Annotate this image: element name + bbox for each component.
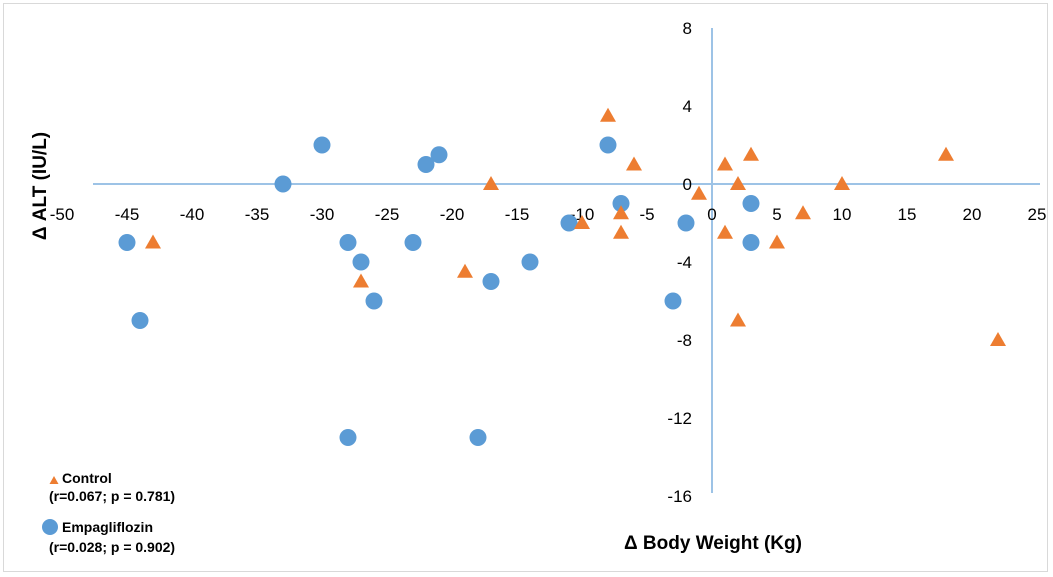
empagliflozin-point [482, 273, 500, 290]
control-point [457, 263, 473, 278]
legend-empagliflozin-marker [42, 519, 58, 535]
empagliflozin-point [612, 195, 630, 212]
x-tick-label: -40 [180, 205, 205, 224]
empagliflozin-point [677, 214, 695, 232]
empagliflozin-point [742, 234, 760, 251]
control-point [730, 176, 746, 190]
x-tick-label: 15 [898, 205, 917, 224]
empagliflozin-point [352, 253, 370, 271]
chart-frame [3, 3, 1048, 572]
empagliflozin-point [339, 234, 357, 251]
empagliflozin-point [365, 292, 383, 310]
legend-empagliflozin-label: Empagliflozin [62, 519, 153, 535]
control-point [613, 224, 629, 239]
y-tick-label: 8 [683, 19, 692, 38]
control-point [743, 146, 759, 161]
axes [93, 28, 1040, 493]
empagliflozin-point [339, 429, 357, 446]
control-point [990, 332, 1006, 346]
control-point [717, 156, 733, 171]
empagliflozin-point [599, 136, 617, 154]
x-tick-label: 5 [772, 205, 781, 224]
empagliflozin-point [274, 175, 292, 193]
x-axis-title: Δ Body Weight (Kg) [624, 533, 802, 554]
x-tick-label: -30 [310, 205, 335, 224]
y-tick-labels: 8 4 0 -4 -8 -12 -16 [667, 19, 692, 506]
legend-control-stats: (r=0.067; p = 0.781) [49, 488, 175, 504]
empagliflozin-point [131, 312, 149, 329]
control-point [353, 273, 369, 288]
control-point [834, 176, 850, 190]
control-point [600, 107, 616, 122]
x-tick-label: 10 [833, 205, 852, 224]
empagliflozin-point [560, 214, 578, 232]
empagliflozin-point [521, 253, 539, 271]
x-tick-label: 0 [707, 205, 716, 224]
y-tick-label: -8 [677, 331, 692, 350]
control-point [691, 185, 707, 200]
empagliflozin-point [469, 429, 487, 446]
y-tick-label: -12 [667, 409, 692, 428]
control-point [938, 146, 954, 161]
control-point [717, 224, 733, 239]
control-point [613, 205, 629, 220]
data-points [118, 107, 1006, 446]
empagliflozin-point [742, 195, 760, 212]
control-point [483, 176, 499, 190]
empagliflozin-point [664, 292, 682, 310]
legend: Control (r=0.067; p = 0.781) Empaglifloz… [42, 470, 175, 555]
legend-empagliflozin-stats: (r=0.028; p = 0.902) [49, 539, 175, 555]
x-tick-label: -25 [375, 205, 400, 224]
x-tick-label: -45 [115, 205, 140, 224]
empagliflozin-point [313, 136, 331, 154]
control-point [574, 215, 590, 229]
control-point [145, 234, 161, 249]
x-tick-label: -5 [639, 205, 654, 224]
y-tick-label: -4 [677, 253, 692, 272]
x-tick-label: 25 [1028, 205, 1047, 224]
y-tick-label: 4 [683, 97, 692, 116]
control-point [730, 312, 746, 327]
legend-control-label: Control [62, 470, 112, 486]
y-axis-title: Δ ALT (IU/L) [30, 132, 51, 240]
x-tick-label: -35 [245, 205, 270, 224]
x-tick-label: 20 [963, 205, 982, 224]
x-tick-labels: -50 -45 -40 -35 -30 -25 -20 -15 -10 -5 0 5 10 15 20 25 [50, 205, 1047, 224]
empagliflozin-point [430, 146, 448, 164]
y-tick-label: -16 [667, 487, 692, 506]
empagliflozin-point [118, 234, 136, 251]
empagliflozin-point [417, 156, 435, 173]
control-point [626, 156, 642, 171]
y-tick-label: 0 [683, 175, 692, 194]
control-point [769, 234, 785, 249]
x-tick-label: -20 [440, 205, 465, 224]
legend-control-marker [49, 476, 59, 484]
empagliflozin-point [404, 234, 422, 251]
x-tick-label: -15 [505, 205, 530, 224]
x-tick-label: -50 [50, 205, 75, 224]
control-point [795, 205, 811, 220]
